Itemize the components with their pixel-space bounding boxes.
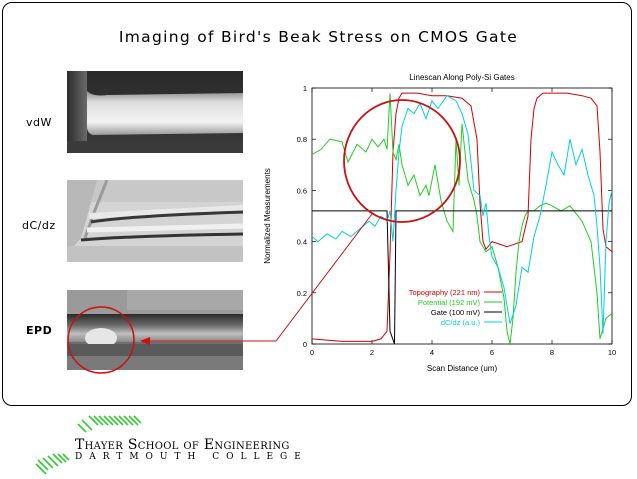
series-line-2	[312, 210, 612, 344]
series-line-3	[312, 95, 612, 334]
legend-label: Gate (100 mV)	[431, 308, 481, 317]
y-axis-label: Normalized Measurements	[263, 168, 272, 264]
row-label-dcdz: dC/dz	[22, 219, 56, 232]
x-tick-label: 4	[430, 348, 434, 357]
slide-frame	[2, 2, 632, 406]
row-label-vdw: vdW	[26, 116, 52, 129]
y-tick-label: 0	[303, 340, 307, 349]
epd-highlight-circle	[67, 306, 135, 374]
legend-label: Topography (221 nm)	[409, 288, 481, 297]
linescan-chart: Linescan Along Poly-Si Gates 0 2 4 6 8 10 0 0.2…	[263, 73, 616, 373]
legend-label: Potential (192 mV)	[418, 298, 481, 307]
pointer-arrow-line	[148, 213, 373, 342]
dcdz-image	[67, 180, 243, 262]
legend-label: dC/dz (a.u.)	[441, 318, 481, 327]
y-tick-label: 0.6	[297, 186, 307, 195]
vdw-image	[67, 71, 243, 153]
x-tick-label: 6	[490, 348, 494, 357]
x-tick-label: 10	[608, 348, 616, 357]
institution-name: Thayer School of Engineering	[75, 437, 290, 453]
pointer-arrow-head	[140, 337, 150, 345]
chart-title: Linescan Along Poly-Si Gates	[409, 73, 514, 82]
x-tick-label: 2	[370, 348, 374, 357]
thayer-logo-icon	[35, 415, 142, 475]
chart-highlight-ellipse	[343, 99, 461, 223]
x-tick-label: 0	[310, 348, 314, 357]
x-axis-label: Scan Distance (um)	[427, 364, 498, 373]
row-label-epd: EPD	[26, 324, 53, 337]
college-name: DARTMOUTH COLLEGE	[75, 452, 308, 462]
slide-title: Imaging of Bird's Beak Stress on CMOS Ga…	[118, 28, 519, 46]
y-tick-label: 0.8	[297, 135, 307, 144]
x-tick-label: 8	[550, 348, 554, 357]
plot-frame	[311, 87, 613, 345]
epd-image	[67, 290, 243, 370]
y-tick-label: 0.2	[297, 289, 307, 298]
series-line-1	[312, 93, 612, 344]
y-tick-label: 1	[303, 84, 307, 93]
y-tick-label: 0.4	[297, 238, 307, 247]
